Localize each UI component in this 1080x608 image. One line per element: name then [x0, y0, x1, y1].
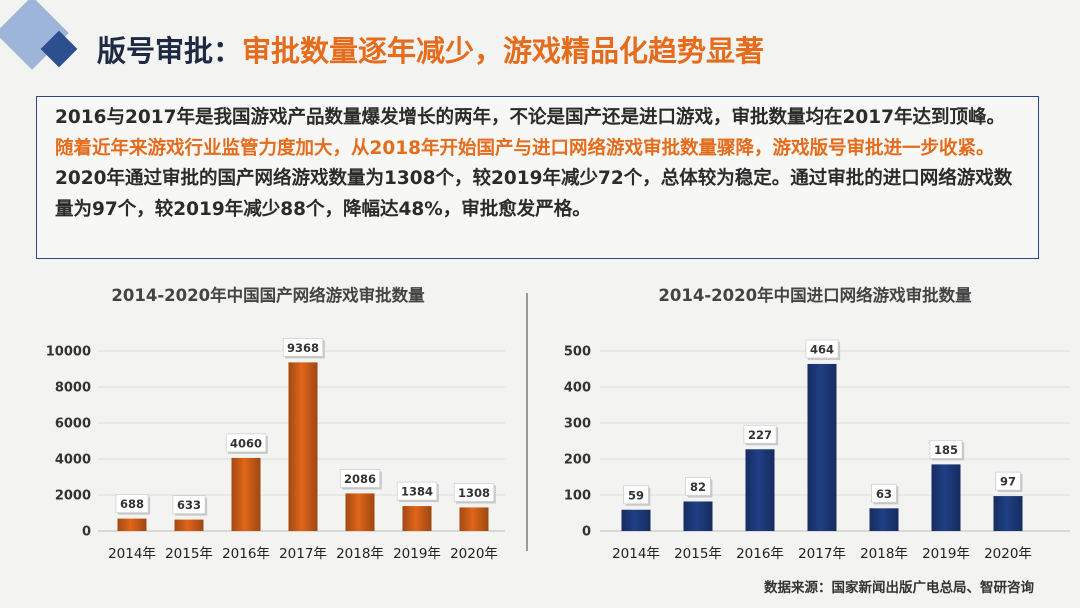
domestic-bar	[288, 362, 318, 531]
domestic-data-label: 633	[177, 498, 201, 512]
summary-text-1: 2016与2017年是我国游戏产品数量爆发增长的两年，不论是国产还是进口游戏，审…	[55, 107, 1005, 128]
domestic-x-tick-label: 2020年	[450, 546, 498, 562]
import-bar	[869, 508, 899, 531]
summary-text-2: 2020年通过审批的国产网络游戏数量为1308个，较2019年减少72个，总体较…	[55, 168, 1013, 220]
import-x-tick-label: 2020年	[984, 546, 1032, 562]
domestic-bar	[174, 519, 204, 531]
domestic-data-label-box	[339, 469, 381, 488]
import-chart-title: 2014-2020年中国进口网络游戏审批数量	[658, 285, 972, 305]
import-data-label-box	[623, 485, 649, 505]
domestic-data-label-box	[453, 483, 495, 502]
domestic-x-tick-label: 2015年	[165, 546, 213, 562]
page-title-headline: 审批数量逐年减少，游戏精品化趋势显著	[242, 34, 765, 68]
summary-highlight: 随着近年来游戏行业监管力度加大，从2018年开始国产与进口网络游戏审批数量骤降，…	[55, 137, 995, 159]
import-data-label-box	[929, 439, 963, 459]
import-data-label-box	[743, 424, 777, 444]
summary-box: 2016与2017年是我国游戏产品数量爆发增长的两年，不论是国产还是进口游戏，审…	[36, 96, 1039, 259]
data-source: 数据来源：国家新闻出版广电总局、智研咨询	[764, 580, 1034, 596]
domestic-x-tick-label: 2017年	[279, 546, 327, 562]
import-y-tick-label: 100	[564, 489, 591, 504]
import-y-tick-label: 200	[564, 453, 591, 468]
domestic-x-tick-label: 2014年	[108, 546, 156, 562]
import-data-label: 63	[876, 487, 892, 501]
domestic-data-label-box	[115, 494, 149, 514]
import-bar	[683, 501, 713, 531]
import-bar	[621, 509, 651, 531]
domestic-bar	[459, 507, 489, 531]
import-bar	[993, 496, 1023, 531]
domestic-data-label: 4060	[230, 436, 262, 450]
import-data-label: 97	[1000, 475, 1016, 489]
import-y-tick-label: 300	[564, 417, 591, 432]
domestic-data-label-box	[225, 433, 267, 453]
domestic-bar	[231, 457, 261, 531]
import-data-label: 227	[748, 428, 772, 442]
import-data-label-box	[805, 339, 839, 359]
domestic-data-label: 9368	[287, 341, 319, 355]
domestic-data-label: 1384	[401, 485, 433, 499]
import-data-label: 464	[810, 342, 834, 356]
domestic-bar	[345, 493, 375, 531]
import-x-tick-label: 2019年	[922, 546, 970, 562]
import-x-tick-label: 2014年	[612, 546, 660, 562]
import-bar	[745, 449, 775, 531]
import-bar	[807, 363, 837, 531]
page-title: 版号审批：审批数量逐年减少，游戏精品化趋势显著	[97, 28, 764, 70]
domestic-data-label: 2086	[344, 472, 376, 486]
import-x-tick-label: 2018年	[860, 546, 908, 562]
domestic-y-tick-label: 8000	[55, 381, 91, 396]
domestic-data-label-box	[172, 495, 206, 515]
import-x-tick-label: 2016年	[736, 546, 784, 562]
domestic-y-tick-label: 4000	[55, 453, 91, 468]
domestic-y-tick-label: 2000	[55, 489, 91, 504]
import-x-tick-label: 2015年	[674, 546, 722, 562]
import-data-label: 82	[690, 480, 706, 494]
import-x-tick-label: 2017年	[798, 546, 846, 562]
domestic-x-tick-label: 2018年	[336, 546, 384, 562]
import-games-chart: 2014-2020年中国进口网络游戏审批数量 0 100 200 300 400 500 59…	[564, 285, 1070, 562]
import-data-label-box	[871, 483, 897, 503]
domestic-x-tick-label: 2016年	[222, 546, 270, 562]
domestic-y-tick-label: 10000	[46, 345, 91, 360]
import-data-label: 185	[934, 443, 958, 457]
domestic-y-tick-label: 6000	[55, 417, 91, 432]
import-y-tick-label: 400	[564, 381, 591, 396]
import-data-label-box	[995, 471, 1021, 491]
domestic-x-tick-label: 2019年	[393, 546, 441, 562]
domestic-bar	[117, 518, 147, 531]
domestic-data-label: 688	[120, 497, 144, 511]
import-bar	[931, 464, 961, 531]
import-data-label: 59	[628, 488, 644, 502]
import-data-label-box	[685, 477, 711, 496]
page-title-prefix: 版号审批：	[97, 34, 243, 68]
domestic-bar	[402, 506, 432, 531]
import-y-tick-label: 500	[564, 345, 591, 360]
domestic-data-label: 1308	[458, 486, 490, 500]
import-y-tick-label: 0	[582, 525, 591, 540]
domestic-data-label-box	[396, 481, 438, 501]
domestic-data-label-box	[282, 337, 324, 357]
domestic-y-tick-label: 0	[82, 525, 91, 540]
domestic-chart-title: 2014-2020年中国国产网络游戏审批数量	[111, 285, 425, 305]
domestic-games-chart: 2014-2020年中国国产网络游戏审批数量 0 2000 4000 6000 8000 1…	[46, 285, 505, 562]
chart-divider	[526, 293, 528, 551]
